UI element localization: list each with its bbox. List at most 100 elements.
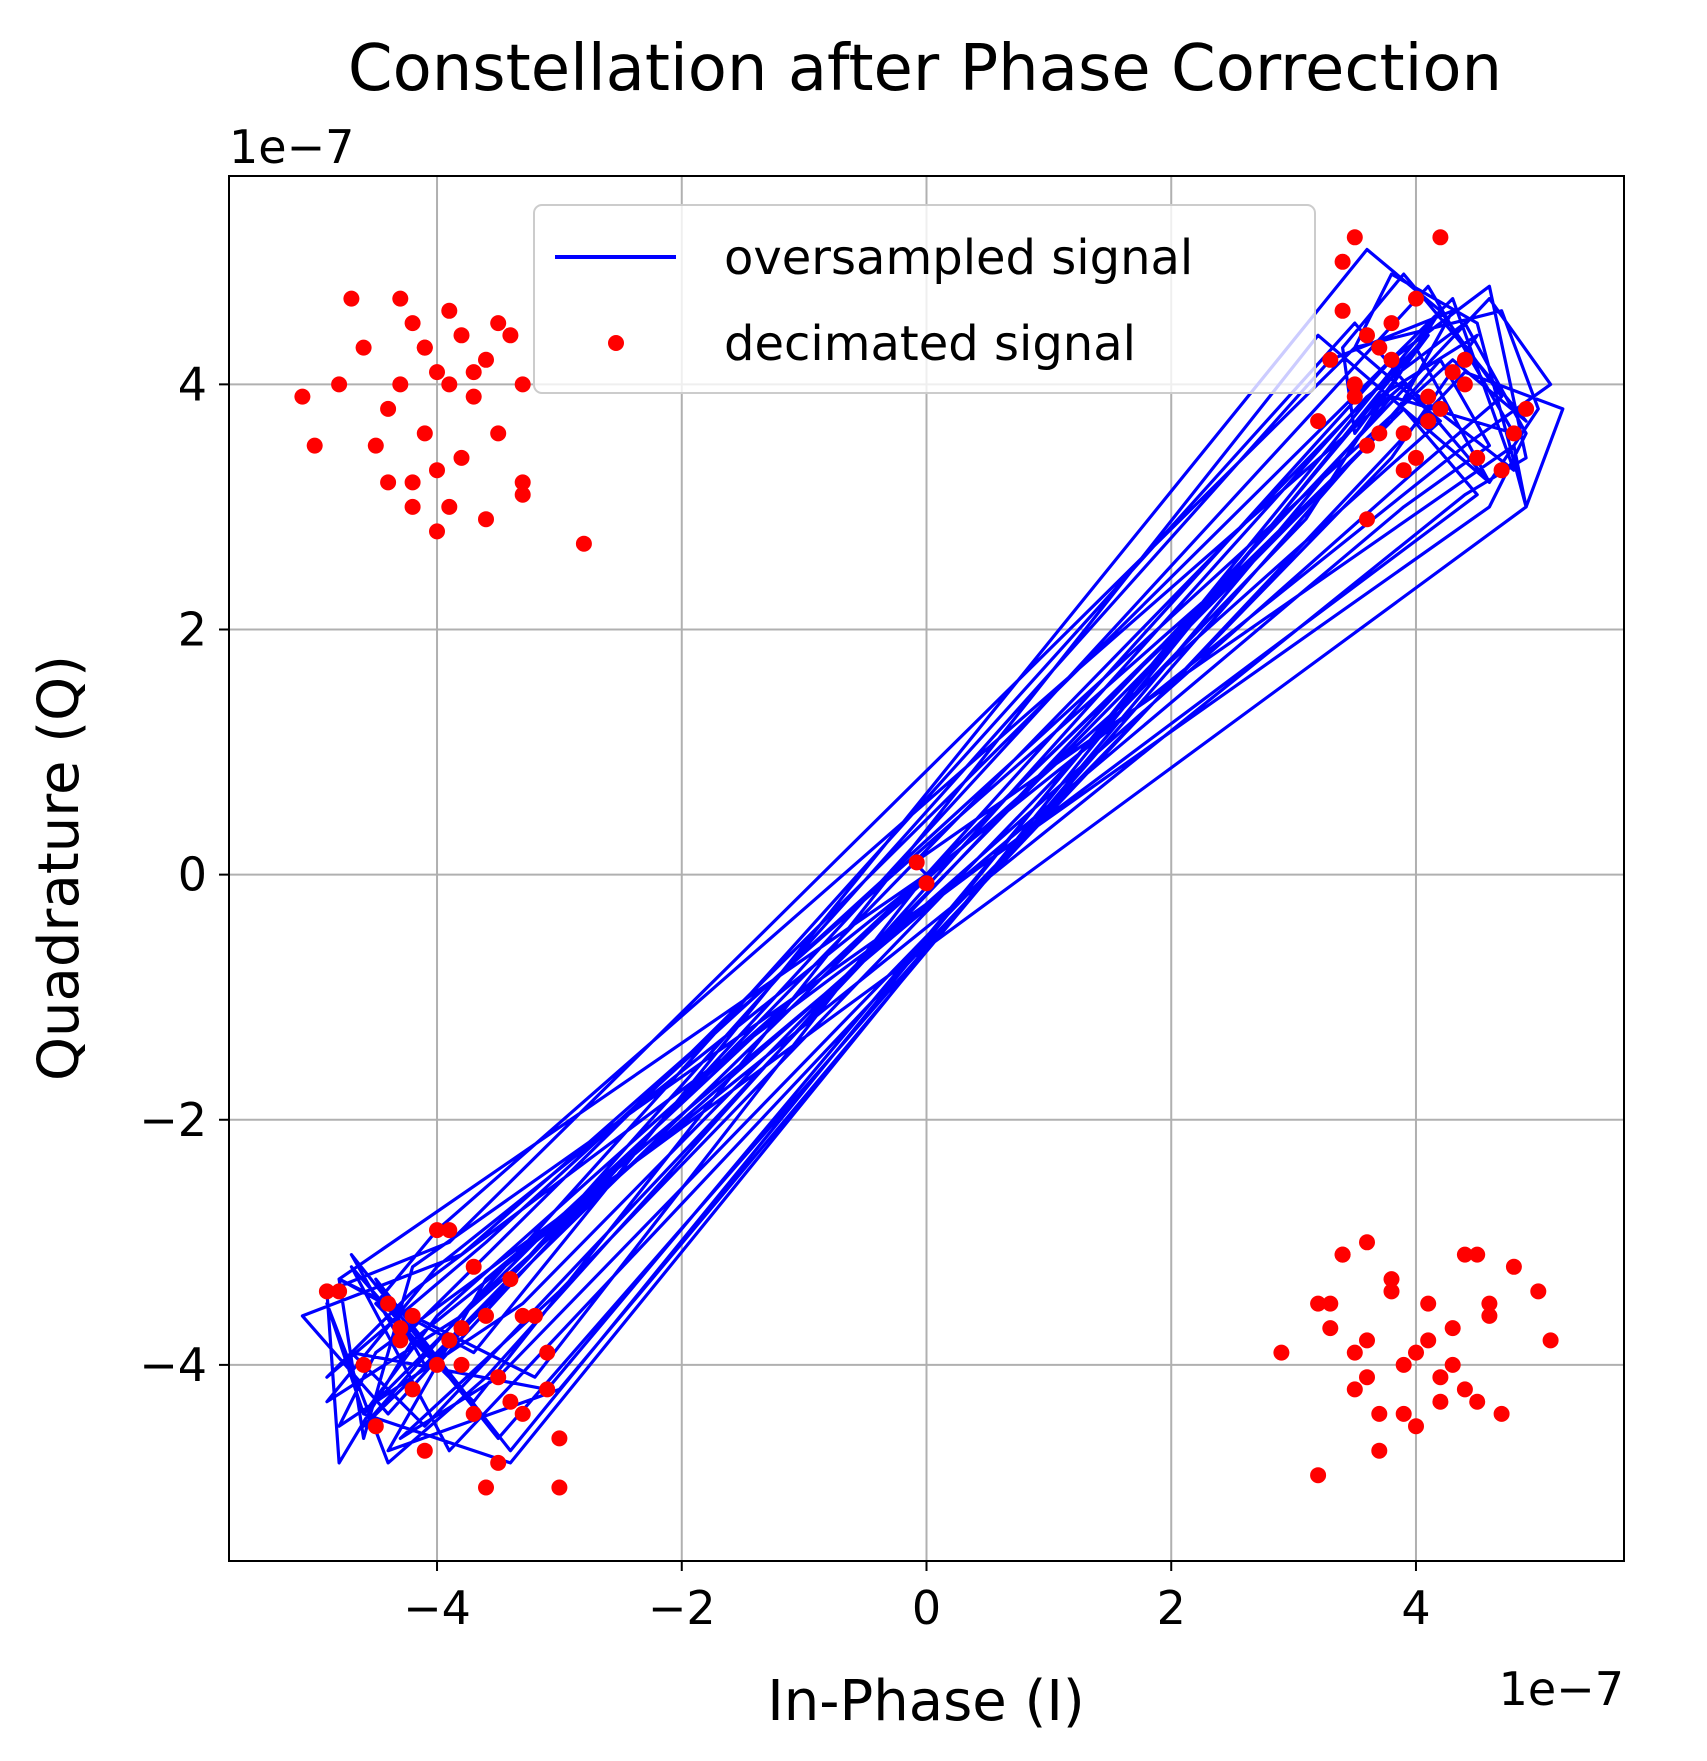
decimated-point <box>380 1295 397 1312</box>
decimated-signal-points <box>294 229 1559 1496</box>
legend-box <box>533 204 1316 394</box>
decimated-point <box>1420 388 1437 405</box>
decimated-point <box>1310 1467 1327 1484</box>
decimated-point <box>380 474 397 491</box>
decimated-point <box>1530 1283 1547 1300</box>
decimated-point <box>1359 1332 1375 1349</box>
decimated-point <box>1322 351 1339 368</box>
decimated-point <box>1469 1246 1486 1263</box>
decimated-point <box>1322 1295 1339 1312</box>
decimated-point <box>514 376 531 393</box>
decimated-point <box>367 1418 384 1435</box>
decimated-point <box>355 1356 372 1373</box>
chart-title: Constellation after Phase Correction <box>348 32 1502 106</box>
decimated-point <box>392 1332 409 1349</box>
decimated-point <box>1359 1234 1375 1251</box>
decimated-point <box>343 290 360 307</box>
decimated-point <box>1456 351 1473 368</box>
decimated-point <box>1518 400 1535 417</box>
decimated-point <box>294 388 311 405</box>
decimated-point <box>1371 339 1388 356</box>
decimated-point <box>1395 462 1412 479</box>
decimated-point <box>1456 376 1473 393</box>
decimated-point <box>331 376 348 393</box>
decimated-point <box>1310 1295 1327 1312</box>
decimated-point <box>490 425 507 442</box>
decimated-point <box>1408 290 1424 307</box>
decimated-point <box>404 1307 421 1324</box>
decimated-point <box>1408 449 1424 466</box>
decimated-point <box>1359 1369 1375 1386</box>
y-tick-label: −4 <box>139 1338 207 1392</box>
decimated-point <box>416 339 433 356</box>
decimated-point <box>1505 1258 1522 1275</box>
decimated-point <box>502 1393 519 1410</box>
decimated-point <box>514 486 531 503</box>
decimated-point <box>1395 1405 1412 1422</box>
decimated-point <box>502 327 519 344</box>
decimated-point <box>441 498 458 515</box>
decimated-point <box>1469 449 1486 466</box>
decimated-point <box>1493 462 1510 479</box>
decimated-point <box>453 1356 470 1373</box>
decimated-point <box>367 437 384 454</box>
decimated-point <box>404 474 421 491</box>
decimated-point <box>502 1271 519 1288</box>
y-axis-ticks: −4 −2 0 2 4 <box>139 357 229 1392</box>
decimated-point <box>539 1381 556 1398</box>
y-axis-label: Quadrature (Q) <box>27 655 92 1081</box>
y-tick-label: −2 <box>139 1093 207 1147</box>
decimated-point <box>1383 1271 1400 1288</box>
oversampled-signal-line <box>300 247 1565 1465</box>
decimated-point <box>416 425 433 442</box>
legend-label-decimated: decimated signal <box>724 316 1136 372</box>
decimated-point <box>1383 351 1400 368</box>
decimated-point <box>1432 1393 1449 1410</box>
decimated-point <box>1273 1344 1290 1361</box>
decimated-point <box>1346 1344 1363 1361</box>
decimated-point <box>1395 425 1412 442</box>
decimated-point <box>1383 1283 1400 1300</box>
decimated-point <box>429 1222 445 1239</box>
decimated-point <box>526 1307 543 1324</box>
legend-label-oversampled: oversampled signal <box>724 230 1193 286</box>
decimated-point <box>1444 1320 1461 1337</box>
x-tick-label: −2 <box>648 1581 716 1635</box>
decimated-point <box>1408 1344 1424 1361</box>
decimated-point <box>1346 229 1363 246</box>
decimated-point <box>441 1332 458 1349</box>
decimated-point <box>453 449 470 466</box>
x-axis-label: In-Phase (I) <box>767 1669 1084 1734</box>
decimated-point <box>1359 327 1375 344</box>
y-tick-label: 0 <box>178 848 207 902</box>
decimated-point <box>1420 413 1437 430</box>
decimated-point <box>539 1344 556 1361</box>
decimated-point <box>1359 437 1375 454</box>
decimated-point <box>453 1320 470 1337</box>
decimated-point <box>918 875 935 892</box>
decimated-point <box>306 437 323 454</box>
y-tick-label: 4 <box>178 357 207 411</box>
decimated-point <box>478 1307 494 1324</box>
decimated-point <box>1334 253 1351 270</box>
decimated-point <box>490 1369 507 1386</box>
decimated-point <box>441 1222 458 1239</box>
decimated-point <box>416 1442 433 1459</box>
x-axis-ticks: −4 −2 0 2 4 <box>403 1561 1431 1635</box>
decimated-point <box>1456 1381 1473 1398</box>
decimated-point <box>1322 1320 1339 1337</box>
decimated-point <box>380 400 397 417</box>
decimated-point <box>404 498 421 515</box>
legend-dot-swatch <box>608 335 624 351</box>
decimated-point <box>429 462 445 479</box>
decimated-point <box>1469 1393 1486 1410</box>
decimated-point <box>429 523 445 540</box>
decimated-point <box>441 302 458 319</box>
x-tick-label: −4 <box>403 1581 471 1635</box>
x-tick-label: 0 <box>912 1581 941 1635</box>
decimated-point <box>514 474 531 491</box>
decimated-point <box>551 1430 568 1447</box>
decimated-point <box>465 388 482 405</box>
decimated-point <box>429 1356 445 1373</box>
